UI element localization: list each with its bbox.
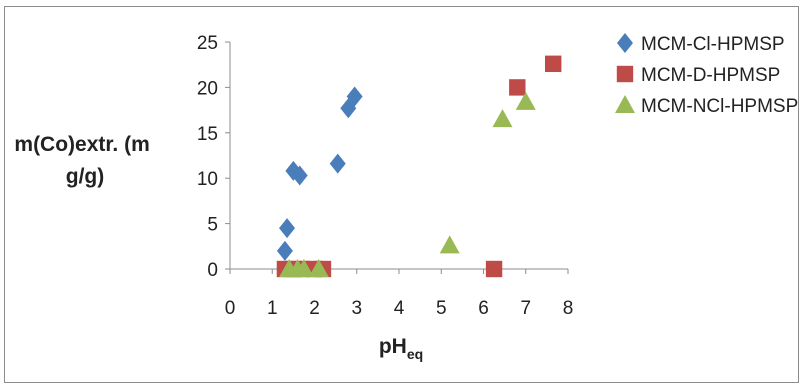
diamond-data-point [276,240,293,261]
x-tick-label: 5 [436,298,447,319]
legend-diamond-marker [617,33,633,53]
y-tick-label: 0 [207,260,218,281]
data-markers [276,55,562,278]
legend-label: MCM-D-HPMSP [641,65,780,86]
diamond-data-point [279,218,296,239]
triangle-data-point [308,259,329,277]
x-tick-label: 7 [520,298,531,319]
y-axis-ticks: 0 5 10 15 20 25 [197,33,230,281]
triangle-data-point [492,109,513,128]
x-tick-label: 8 [563,298,574,319]
y-axis-title-line-1: m(Co)extr. (m [14,133,149,156]
square-data-point [509,79,526,96]
y-tick-label: 10 [197,169,218,190]
legend: MCM-Cl-HPMSP MCM-D-HPMSP MCM-NCl-HPMSP [615,33,798,117]
square-data-point [485,260,503,278]
y-tick-label: 25 [197,33,218,54]
x-tick-label: 0 [225,298,236,319]
legend-label: MCM-NCl-HPMSP [641,96,798,117]
x-tick-label: 2 [309,298,320,319]
x-axis-title-subscript: eq [407,346,423,362]
plot-area [229,42,568,270]
diamond-data-point [346,86,363,107]
square-data-point [545,55,562,72]
triangle-data-point [293,259,314,277]
y-tick-label: 5 [207,215,218,236]
triangle-data-point [515,91,536,110]
triangle-data-point [439,235,460,254]
diamond-data-point [291,165,308,186]
y-axis-title: m(Co)extr. (m g/g) [14,133,155,188]
legend-label: MCM-Cl-HPMSP [641,34,785,55]
x-tick-label: 1 [267,298,278,319]
diamond-data-point [329,153,346,174]
y-tick-label: 15 [197,124,218,145]
x-tick-label: 6 [478,298,489,319]
legend-square-marker [616,65,634,83]
x-tick-label: 4 [394,298,405,319]
x-tick-label: 3 [351,298,362,319]
x-axis-title: pHeq [379,335,423,362]
x-axis-title-main: pH [379,335,407,358]
y-tick-label: 20 [197,78,218,99]
legend-triangle-marker [615,95,635,113]
y-axis-title-line-2: g/g) [66,165,104,188]
